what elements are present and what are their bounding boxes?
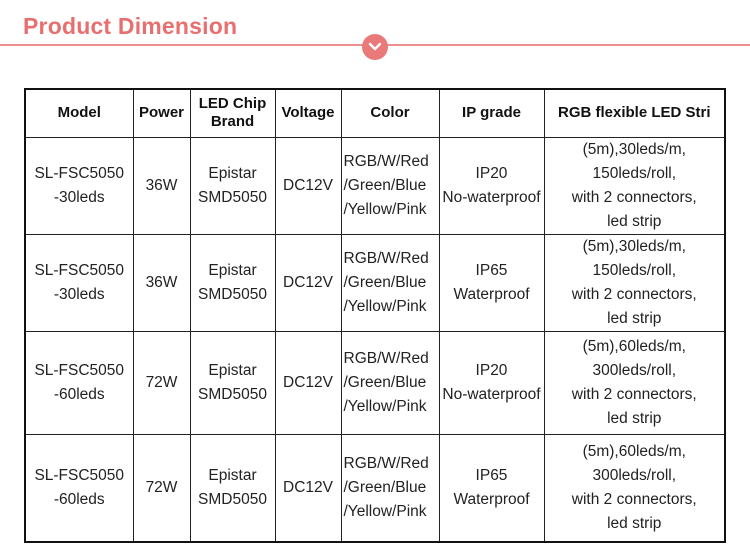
- description-cell: (5m),30leds/m, 150leds/roll, with 2 conn…: [544, 137, 725, 234]
- table-row: SL-FSC5050 -30leds 36W Epistar SMD5050 D…: [25, 234, 725, 331]
- color-line: /Yellow/Pink: [342, 198, 439, 222]
- ip-line: IP20: [440, 359, 544, 383]
- description-line: 150leds/roll,: [545, 259, 725, 283]
- ip-line: Waterproof: [440, 488, 544, 512]
- voltage-cell: DC12V: [275, 434, 341, 542]
- color-line: /Green/Blue: [342, 371, 439, 395]
- description-line: 300leds/roll,: [545, 464, 725, 488]
- description-line: led strip: [545, 407, 725, 431]
- chip-line: Epistar: [191, 259, 275, 283]
- table-row: SL-FSC5050 -60leds 72W Epistar SMD5050 D…: [25, 434, 725, 542]
- page-title: Product Dimension: [23, 13, 237, 40]
- description-line: (5m),60leds/m,: [545, 335, 725, 359]
- description-line: with 2 connectors,: [545, 488, 725, 512]
- column-header-chip-line: Brand: [191, 113, 275, 131]
- chip-line: SMD5050: [191, 488, 275, 512]
- voltage-cell: DC12V: [275, 234, 341, 331]
- chip-line: Epistar: [191, 359, 275, 383]
- color-cell: RGB/W/Red /Green/Blue /Yellow/Pink: [341, 434, 439, 542]
- table-row: SL-FSC5050 -30leds 36W Epistar SMD5050 D…: [25, 137, 725, 234]
- section-badge: [362, 34, 388, 60]
- column-header-ip: IP grade: [439, 89, 544, 137]
- model-line: SL-FSC5050: [26, 359, 133, 383]
- color-line: /Green/Blue: [342, 174, 439, 198]
- column-header-power: Power: [133, 89, 190, 137]
- color-line: RGB/W/Red: [342, 347, 439, 371]
- power-cell: 36W: [133, 234, 190, 331]
- color-line: RGB/W/Red: [342, 452, 439, 476]
- chip-cell: Epistar SMD5050: [190, 234, 275, 331]
- voltage-cell: DC12V: [275, 137, 341, 234]
- chip-line: SMD5050: [191, 383, 275, 407]
- description-line: 150leds/roll,: [545, 162, 725, 186]
- description-cell: (5m),30leds/m, 150leds/roll, with 2 conn…: [544, 234, 725, 331]
- power-cell: 72W: [133, 434, 190, 542]
- table-header-row: Model Power LED Chip Brand Voltage Color…: [25, 89, 725, 137]
- chip-line: SMD5050: [191, 186, 275, 210]
- ip-line: IP20: [440, 162, 544, 186]
- color-cell: RGB/W/Red /Green/Blue /Yellow/Pink: [341, 137, 439, 234]
- ip-cell: IP65 Waterproof: [439, 434, 544, 542]
- power-cell: 72W: [133, 331, 190, 434]
- description-line: (5m),30leds/m,: [545, 235, 725, 259]
- chip-cell: Epistar SMD5050: [190, 137, 275, 234]
- ip-line: No-waterproof: [440, 383, 544, 407]
- model-line: -30leds: [26, 283, 133, 307]
- model-line: -60leds: [26, 383, 133, 407]
- description-line: led strip: [545, 210, 725, 234]
- description-cell: (5m),60leds/m, 300leds/roll, with 2 conn…: [544, 434, 725, 542]
- model-line: SL-FSC5050: [26, 464, 133, 488]
- description-cell: (5m),60leds/m, 300leds/roll, with 2 conn…: [544, 331, 725, 434]
- table-row: SL-FSC5050 -60leds 72W Epistar SMD5050 D…: [25, 331, 725, 434]
- column-header-model: Model: [25, 89, 133, 137]
- description-line: with 2 connectors,: [545, 283, 725, 307]
- model-line: -30leds: [26, 186, 133, 210]
- ip-line: No-waterproof: [440, 186, 544, 210]
- color-line: RGB/W/Red: [342, 150, 439, 174]
- model-cell: SL-FSC5050 -30leds: [25, 234, 133, 331]
- color-line: /Yellow/Pink: [342, 295, 439, 319]
- chip-line: Epistar: [191, 464, 275, 488]
- model-line: -60leds: [26, 488, 133, 512]
- model-cell: SL-FSC5050 -60leds: [25, 434, 133, 542]
- model-cell: SL-FSC5050 -30leds: [25, 137, 133, 234]
- ip-line: IP65: [440, 464, 544, 488]
- chip-line: Epistar: [191, 162, 275, 186]
- ip-cell: IP20 No-waterproof: [439, 137, 544, 234]
- spec-table: Model Power LED Chip Brand Voltage Color…: [24, 88, 726, 543]
- chip-cell: Epistar SMD5050: [190, 331, 275, 434]
- chip-cell: Epistar SMD5050: [190, 434, 275, 542]
- color-cell: RGB/W/Red /Green/Blue /Yellow/Pink: [341, 331, 439, 434]
- color-line: /Green/Blue: [342, 271, 439, 295]
- model-line: SL-FSC5050: [26, 259, 133, 283]
- description-line: led strip: [545, 307, 725, 331]
- voltage-cell: DC12V: [275, 331, 341, 434]
- description-line: (5m),60leds/m,: [545, 440, 725, 464]
- column-header-chip-line: LED Chip: [191, 95, 275, 113]
- color-line: /Green/Blue: [342, 476, 439, 500]
- description-line: (5m),30leds/m,: [545, 138, 725, 162]
- ip-line: Waterproof: [440, 283, 544, 307]
- ip-cell: IP20 No-waterproof: [439, 331, 544, 434]
- chevron-down-icon: [368, 42, 382, 52]
- color-line: RGB/W/Red: [342, 247, 439, 271]
- column-header-color: Color: [341, 89, 439, 137]
- ip-cell: IP65 Waterproof: [439, 234, 544, 331]
- color-cell: RGB/W/Red /Green/Blue /Yellow/Pink: [341, 234, 439, 331]
- description-line: 300leds/roll,: [545, 359, 725, 383]
- chip-line: SMD5050: [191, 283, 275, 307]
- model-cell: SL-FSC5050 -60leds: [25, 331, 133, 434]
- description-line: with 2 connectors,: [545, 383, 725, 407]
- column-header-voltage: Voltage: [275, 89, 341, 137]
- column-header-chip: LED Chip Brand: [190, 89, 275, 137]
- description-line: led strip: [545, 512, 725, 536]
- color-line: /Yellow/Pink: [342, 395, 439, 419]
- ip-line: IP65: [440, 259, 544, 283]
- description-line: with 2 connectors,: [545, 186, 725, 210]
- power-cell: 36W: [133, 137, 190, 234]
- column-header-description: RGB flexible LED Stri: [544, 89, 725, 137]
- model-line: SL-FSC5050: [26, 162, 133, 186]
- color-line: /Yellow/Pink: [342, 500, 439, 524]
